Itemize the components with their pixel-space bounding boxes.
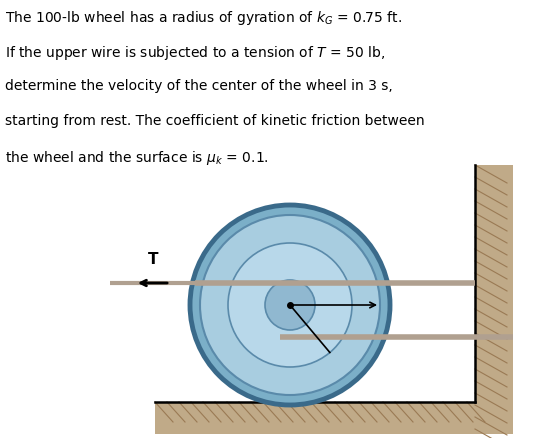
Bar [155, 402, 475, 434]
Circle shape [265, 280, 315, 330]
Text: determine the velocity of the center of the wheel in 3 s,: determine the velocity of the center of … [5, 79, 393, 93]
Circle shape [228, 243, 352, 367]
Text: 0.5 ft: 0.5 ft [300, 252, 331, 265]
Text: T: T [148, 252, 158, 267]
Text: G: G [270, 300, 280, 314]
Circle shape [190, 205, 390, 405]
Text: starting from rest. The coefficient of kinetic friction between: starting from rest. The coefficient of k… [5, 113, 425, 127]
Text: If the upper wire is subjected to a tension of $T$ = 50 lb,: If the upper wire is subjected to a tens… [5, 44, 386, 62]
Text: 1 ft: 1 ft [358, 280, 378, 293]
Bar [475, 165, 513, 434]
Circle shape [200, 215, 380, 395]
Text: The 100-lb wheel has a radius of gyration of $k_G$ = 0.75 ft.: The 100-lb wheel has a radius of gyratio… [5, 9, 402, 27]
Text: the wheel and the surface is $\mu_k$ = 0.1.: the wheel and the surface is $\mu_k$ = 0… [5, 148, 269, 166]
